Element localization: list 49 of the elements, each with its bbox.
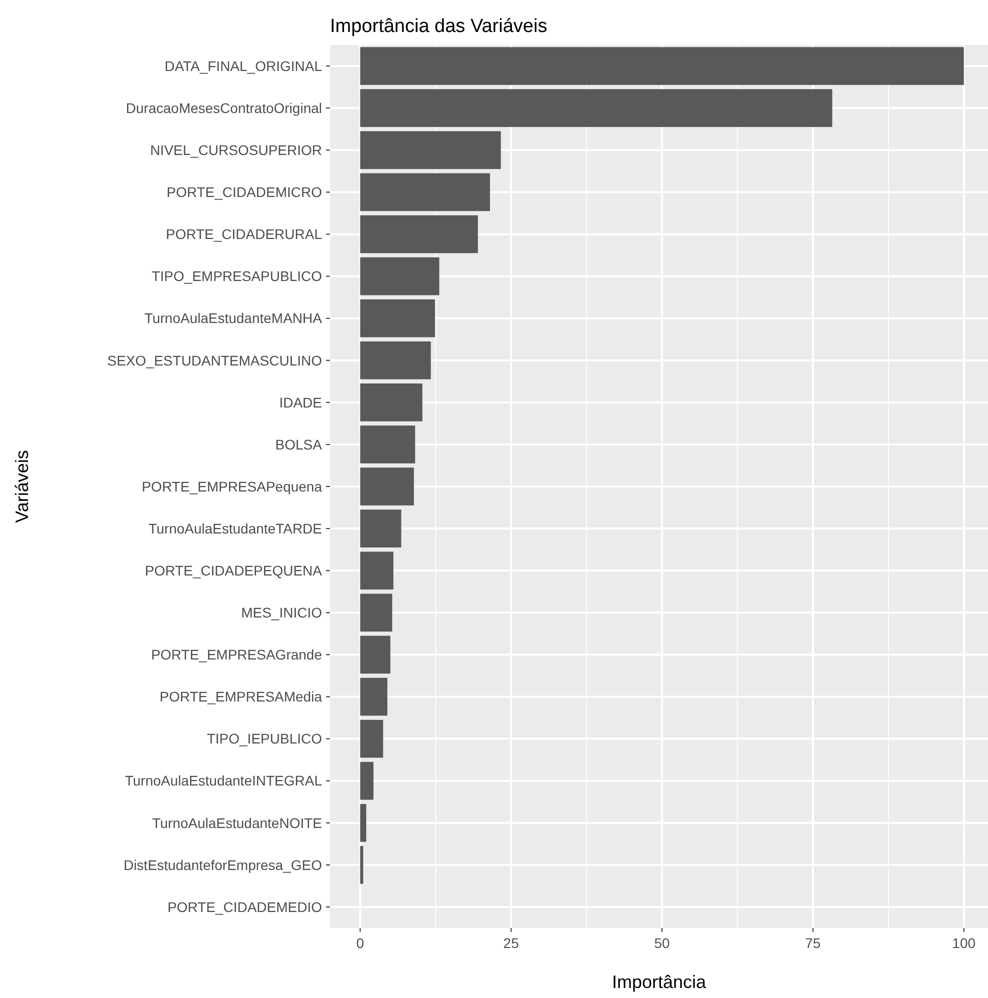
bar (360, 89, 832, 127)
y-tick-label: TurnoAulaEstudanteTARDE (148, 520, 322, 536)
bar (360, 762, 374, 800)
chart-title: Importância das Variáveis (330, 16, 548, 37)
x-tick-label: 75 (805, 935, 821, 951)
bar (360, 383, 422, 422)
y-tick-label: SEXO_ESTUDANTEMASCULINO (107, 352, 322, 368)
x-tick-label: 0 (356, 935, 364, 951)
y-tick-label: PORTE_CIDADEMEDIO (167, 898, 322, 915)
bar (360, 804, 366, 842)
y-tick-label: PORTE_EMPRESAPequena (142, 478, 322, 494)
y-tick-label: TurnoAulaEstudanteNOITE (152, 814, 322, 831)
y-tick-label: TIPO_EMPRESAPUBLICO (152, 268, 322, 284)
y-tick-label: PORTE_CIDADERURAL (166, 226, 322, 242)
y-tick-label: DuracaoMesesContratoOriginal (126, 100, 322, 116)
bar (360, 846, 364, 884)
bar (360, 299, 436, 338)
bar (360, 131, 501, 170)
bar (360, 552, 394, 590)
x-tick-label: 100 (952, 935, 976, 951)
bar (360, 173, 490, 212)
y-tick-label: PORTE_CIDADEPEQUENA (144, 562, 323, 578)
y-tick-label: PORTE_EMPRESAGrande (151, 646, 322, 663)
y-tick-label: TurnoAulaEstudanteINTEGRAL (124, 772, 322, 789)
y-tick-label: DistEstudanteforEmpresa_GEO (124, 856, 322, 873)
bar (360, 426, 416, 464)
x-axis-title: Importância (612, 972, 708, 992)
y-tick-label: NIVEL_CURSOSUPERIOR (150, 142, 322, 158)
x-tick-label: 25 (503, 935, 520, 951)
bar (360, 257, 440, 296)
bar (360, 47, 964, 85)
y-tick-label: TurnoAulaEstudanteMANHA (144, 310, 323, 326)
bar (360, 678, 388, 716)
bar (360, 720, 384, 758)
bar (360, 215, 478, 254)
bar (360, 594, 392, 632)
y-tick-label: DATA_FINAL_ORIGINAL (164, 58, 322, 74)
bar (360, 636, 390, 674)
y-tick-label: TIPO_IEPUBLICO (206, 730, 322, 747)
y-tick-label: BOLSA (275, 436, 323, 452)
bar (360, 510, 402, 548)
x-tick-label: 50 (654, 935, 670, 951)
y-tick-label: MES_INICIO (241, 604, 322, 621)
bar (360, 468, 414, 506)
y-tick-label: PORTE_EMPRESAMedia (160, 688, 322, 705)
y-tick-label: IDADE (279, 394, 322, 410)
y-axis-title: Variáveis (12, 450, 32, 523)
bar (360, 341, 431, 380)
y-tick-label: PORTE_CIDADEMICRO (166, 184, 322, 200)
